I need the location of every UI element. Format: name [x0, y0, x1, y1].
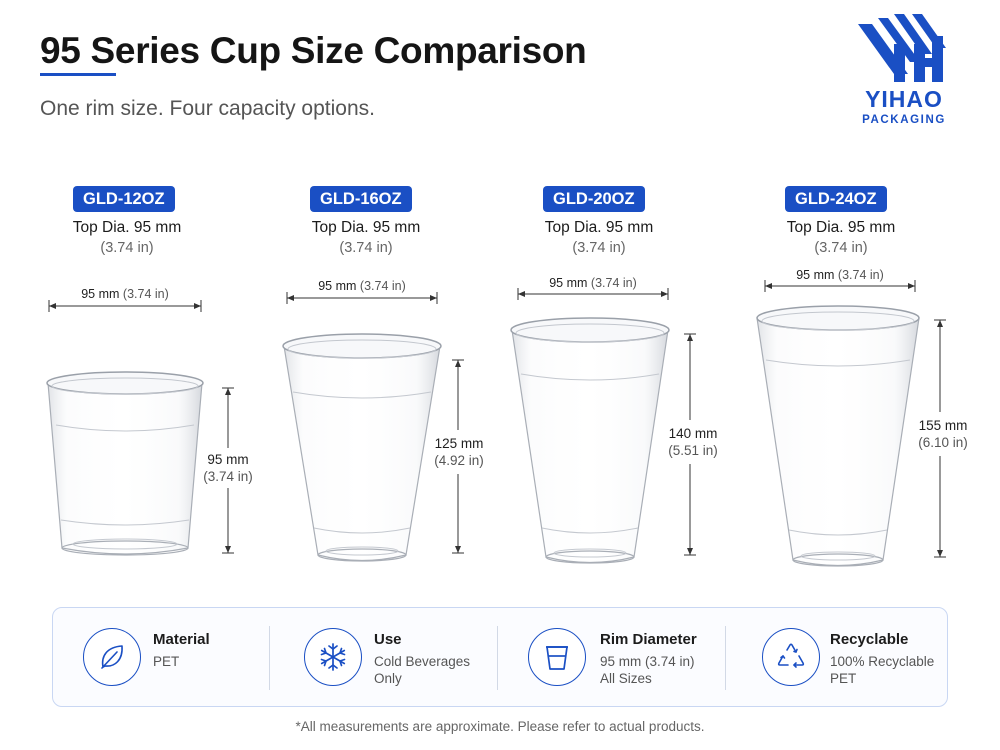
height-label-20oz: 140 mm (5.51 in)	[658, 426, 728, 458]
top-dia-inch-24oz: (3.74 in)	[814, 240, 868, 256]
width-arrowheads	[49, 283, 915, 309]
rim-in-16oz: (3.74 in)	[359, 279, 406, 293]
rim-width-label-24oz: 95 mm (3.74 in)	[765, 268, 915, 282]
height-in-24oz: (6.10 in)	[918, 435, 968, 450]
height-arrowheads	[225, 320, 943, 557]
rim-width-label-12oz: 95 mm (3.74 in)	[50, 287, 200, 301]
model-badge-16oz: GLD-16OZ	[310, 186, 412, 212]
rim-in-20oz: (3.74 in)	[590, 276, 637, 290]
height-label-16oz: 125 mm (4.92 in)	[424, 436, 494, 468]
feature-use-line-2: Only	[374, 671, 402, 686]
cup-illustration-12oz	[46, 371, 204, 556]
feature-divider	[497, 626, 498, 690]
rim-in-12oz: (3.74 in)	[122, 287, 169, 301]
height-in-12oz: (3.74 in)	[203, 469, 253, 484]
model-badge-12oz: GLD-12OZ	[73, 186, 175, 212]
top-dia-label-16oz: Top Dia. 95 mm	[311, 219, 421, 236]
page-subtitle: One rim size. Four capacity options.	[40, 97, 375, 120]
rim-mm-12oz: 95 mm	[81, 287, 120, 301]
feature-rim-text: 95 mm (3.74 in) All Sizes	[600, 653, 695, 687]
height-mm-12oz: 95 mm	[207, 452, 249, 467]
feature-recyclable-title: Recyclable	[830, 631, 909, 648]
cup-illustration-16oz	[282, 333, 442, 562]
top-dia-inch-12oz: (3.74 in)	[100, 240, 154, 256]
feature-recyclable-line-1: 100% Recyclable	[830, 654, 935, 669]
logo-name: YIHAO	[865, 86, 943, 112]
feature-divider	[269, 626, 270, 690]
feature-material: Material PET	[53, 608, 268, 708]
feature-material-line: PET	[153, 654, 180, 669]
rim-mm-20oz: 95 mm	[549, 276, 588, 290]
feature-rim-line-1: 95 mm (3.74 in)	[600, 654, 695, 669]
feature-divider	[725, 626, 726, 690]
rim-mm-24oz: 95 mm	[796, 268, 835, 282]
brand-logo: YIHAO PACKAGING	[850, 14, 958, 138]
rim-width-label-16oz: 95 mm (3.74 in)	[287, 279, 437, 293]
cups-illustration	[46, 280, 946, 567]
footnote: *All measurements are approximate. Pleas…	[295, 719, 705, 734]
model-badge-24oz: GLD-24OZ	[785, 186, 887, 212]
feature-use-text: Cold Beverages Only	[374, 653, 470, 687]
height-mm-16oz: 125 mm	[434, 436, 484, 451]
feature-recyclable: Recyclable 100% Recyclable PET	[726, 608, 948, 708]
top-dia-label-12oz: Top Dia. 95 mm	[72, 219, 182, 236]
feature-rim-line-2: All Sizes	[600, 671, 652, 686]
height-in-16oz: (4.92 in)	[434, 453, 484, 468]
feature-recyclable-text: 100% Recyclable PET	[830, 653, 934, 687]
top-dia-inch-20oz: (3.74 in)	[572, 240, 626, 256]
yh-monogram-icon	[858, 14, 946, 82]
height-dimension-lines	[222, 319, 946, 558]
height-mm-24oz: 155 mm	[918, 418, 968, 433]
height-label-24oz: 155 mm (6.10 in)	[908, 418, 978, 450]
feature-use: Use Cold Beverages Only	[270, 608, 496, 708]
height-label-12oz: 95 mm (3.74 in)	[198, 452, 258, 484]
logo-tagline: PACKAGING	[862, 114, 946, 126]
feature-material-title: Material	[153, 631, 210, 648]
rim-in-24oz: (3.74 in)	[837, 268, 884, 282]
top-dia-inch-16oz: (3.74 in)	[339, 240, 393, 256]
feature-use-line-1: Cold Beverages	[374, 654, 471, 669]
leaf-icon	[83, 628, 141, 686]
feature-recyclable-line-2: PET	[830, 671, 857, 686]
rim-width-label-20oz: 95 mm (3.74 in)	[518, 276, 668, 290]
top-dia-label-24oz: Top Dia. 95 mm	[786, 219, 896, 236]
cup-illustration-24oz	[756, 305, 920, 567]
features-panel: Material PET Use Cold Beverages Only	[52, 607, 948, 707]
top-dia-label-20oz: Top Dia. 95 mm	[544, 219, 654, 236]
page-title: 95 Series Cup Size Comparison	[40, 30, 587, 71]
height-mm-20oz: 140 mm	[668, 426, 718, 441]
recycle-icon	[762, 628, 820, 686]
cup-icon	[528, 628, 586, 686]
feature-rim-title: Rim Diameter	[600, 631, 697, 648]
feature-rim-diameter: Rim Diameter 95 mm (3.74 in) All Sizes	[498, 608, 724, 708]
title-underline	[40, 73, 116, 76]
snowflake-icon	[304, 628, 362, 686]
height-in-20oz: (5.51 in)	[668, 443, 718, 458]
model-badge-20oz: GLD-20OZ	[543, 186, 645, 212]
rim-mm-16oz: 95 mm	[318, 279, 357, 293]
feature-use-title: Use	[374, 631, 402, 648]
cup-illustration-20oz	[510, 317, 670, 564]
feature-material-text: PET	[153, 653, 179, 670]
